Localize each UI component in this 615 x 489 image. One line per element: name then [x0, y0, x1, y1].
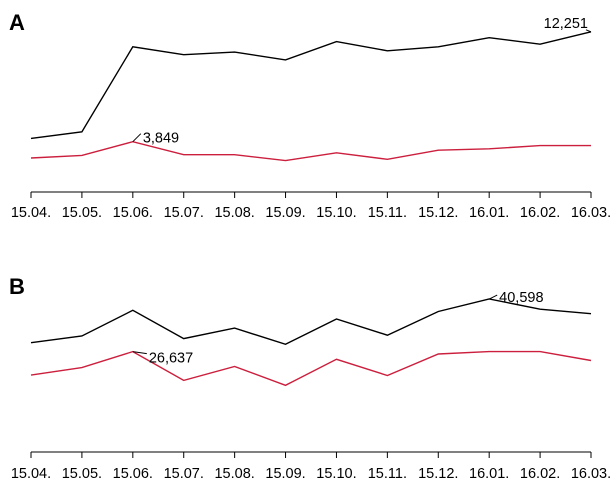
x-tick-label: 16.01.: [469, 205, 509, 221]
x-tick-label: 15.09.: [265, 466, 305, 482]
annotation-leader: [132, 351, 147, 355]
panel-a: A 15.04. 15.05. 15.06. 15.07. 15.08. 15.09. 15.…: [9, 10, 611, 221]
x-tick-label: 15.08.: [214, 466, 254, 482]
x-tick-label: 15.09.: [265, 205, 305, 221]
x-tick-label: 15.05.: [62, 466, 102, 482]
x-tick-label: 15.05.: [62, 205, 102, 221]
x-tick-label: 15.04.: [11, 205, 51, 221]
x-tick-label: 15.07.: [164, 466, 204, 482]
x-tick-label: 15.06.: [113, 466, 153, 482]
x-tick-label: 15.07.: [164, 205, 204, 221]
x-tick-label: 16.01.: [469, 466, 509, 482]
series-line-1: [30, 350, 592, 387]
data-label: 26,637: [149, 351, 193, 367]
x-tick-label: 16.03.: [571, 466, 611, 482]
annotation-leader: [488, 294, 498, 300]
x-tick-label: 15.11.: [368, 205, 407, 221]
data-label: 40,598: [499, 290, 543, 306]
x-tick-label: 15.12.: [418, 205, 458, 221]
annotation-leader: [585, 29, 592, 33]
series-line-1: [30, 140, 591, 162]
data-label: 3,849: [143, 131, 179, 147]
x-tick-label: 15.10.: [316, 205, 356, 221]
x-tick-label: 15.12.: [418, 466, 458, 482]
x-tick-label: 16.03.: [571, 205, 611, 221]
x-tick-label: 15.10.: [316, 466, 356, 482]
series-line-0: [30, 298, 592, 346]
panel-label: A: [9, 10, 25, 35]
panel-label: B: [9, 274, 25, 299]
data-label: 12,251: [544, 16, 588, 32]
x-tick-label: 16.02.: [520, 205, 560, 221]
x-tick-label: 15.04.: [11, 466, 51, 482]
x-tick-label: 15.06.: [113, 205, 153, 221]
x-tick-label: 15.11.: [368, 466, 407, 482]
series-line-0: [30, 31, 592, 140]
x-tick-label: 16.02.: [520, 466, 560, 482]
annotation-leader: [132, 133, 142, 143]
x-tick-label: 15.08.: [214, 205, 254, 221]
panel-b: B 15.04. 15.05. 15.06. 15.07. 15.08. 15.09. 15.…: [9, 274, 611, 482]
